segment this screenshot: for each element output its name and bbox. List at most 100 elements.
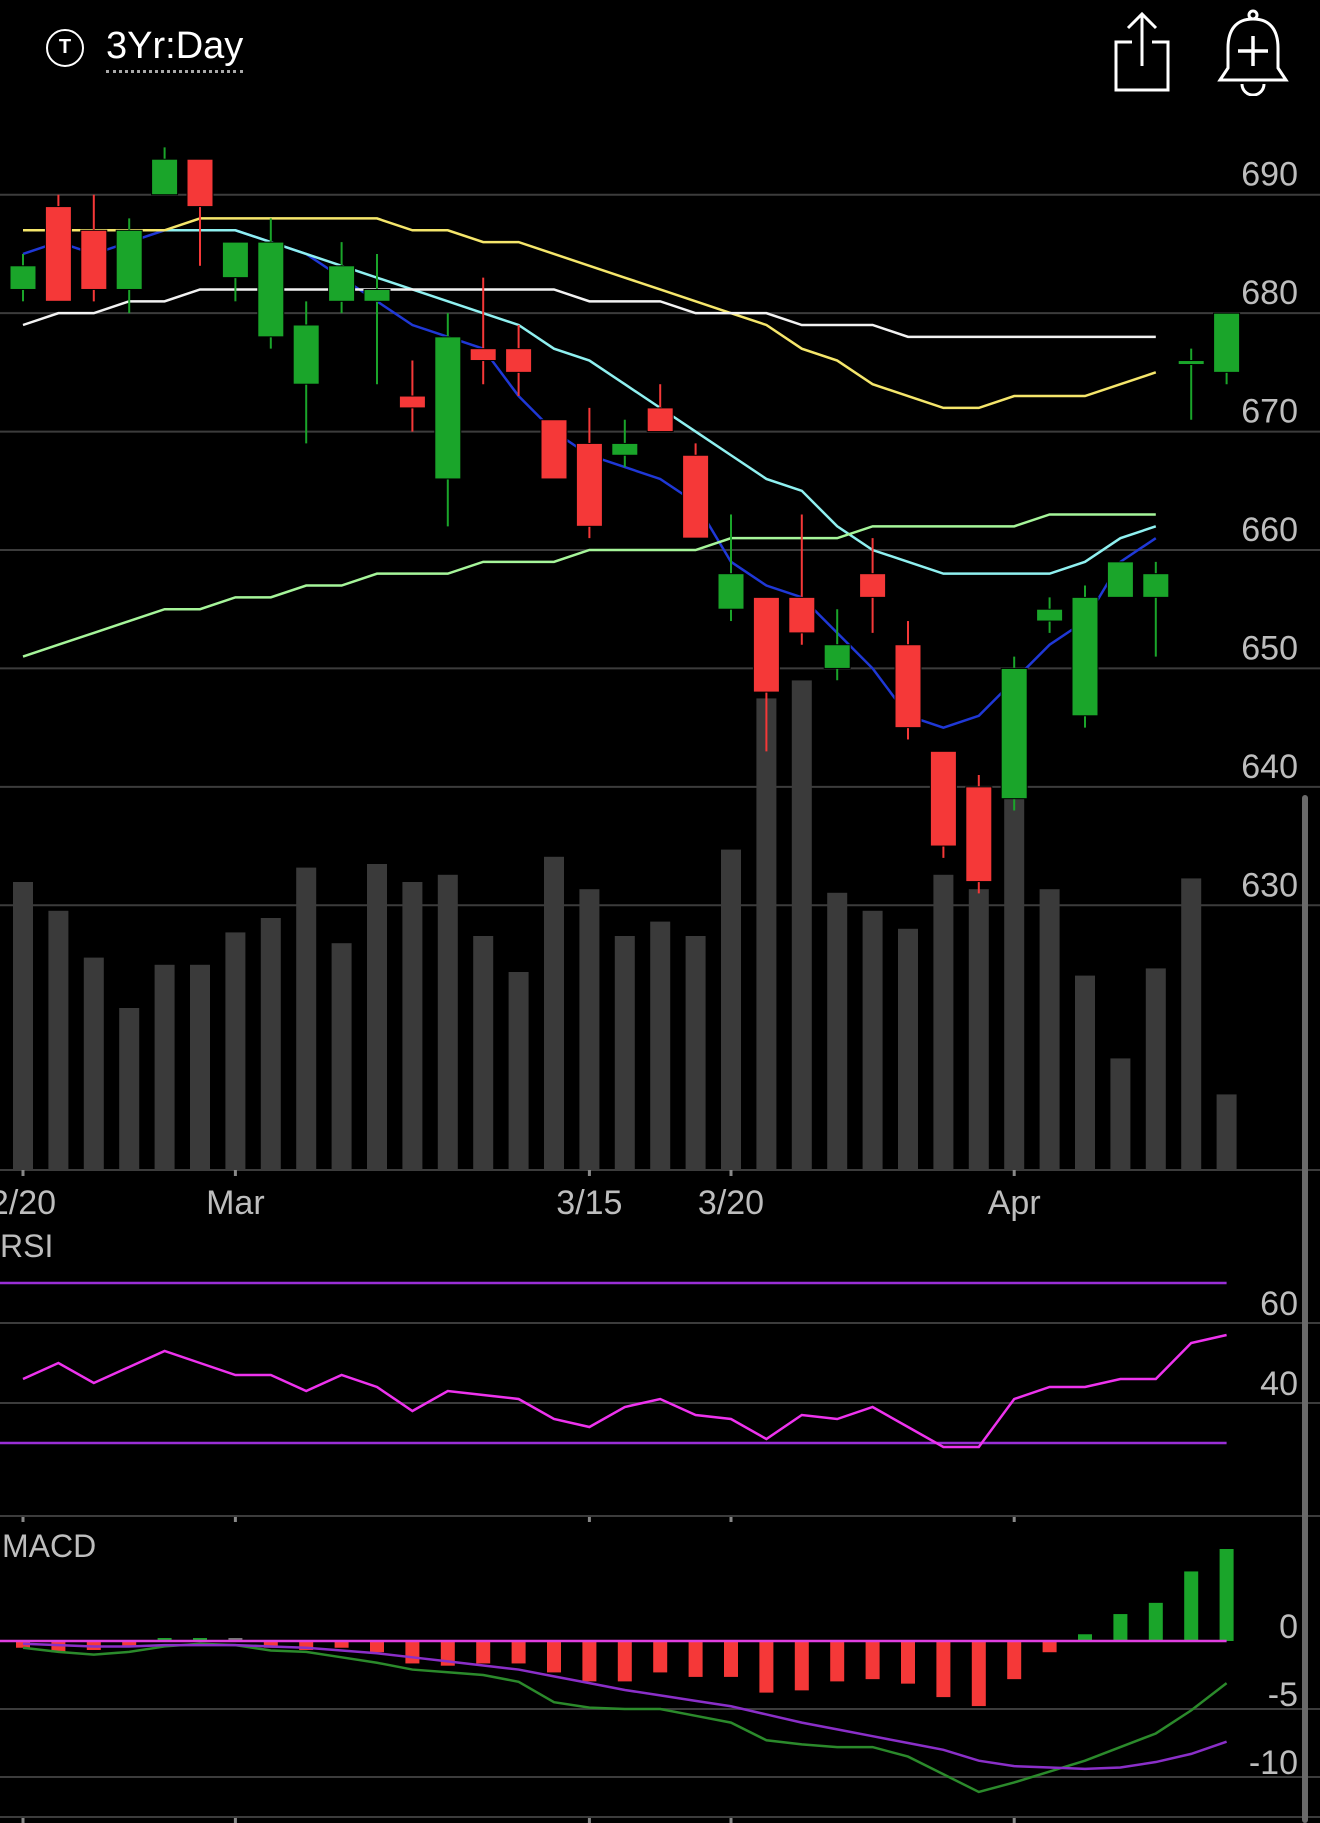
rsi-line: [22, 1333, 1227, 1449]
candle: [823, 609, 851, 681]
volume-bar: [154, 964, 175, 1170]
macd-tick-label: -5: [1268, 1676, 1298, 1714]
date-tick-label: 3/15: [556, 1184, 622, 1222]
candle: [257, 218, 285, 349]
volume-bar: [1181, 878, 1202, 1170]
candle: [1000, 656, 1028, 811]
volume-bar: [1075, 975, 1095, 1170]
chart-header: T 3Yr:Day: [0, 0, 1320, 110]
volume-bar: [898, 928, 918, 1170]
bell-plus-icon[interactable]: [1216, 8, 1290, 96]
macd-panel: MACD 0 -5 -10: [0, 1528, 1320, 1818]
macd-histogram-bar: [865, 1641, 880, 1680]
volume-bar: [933, 874, 954, 1170]
price-tick-label: 670: [1241, 393, 1298, 431]
macd-histogram-bar: [936, 1641, 951, 1698]
candle: [398, 360, 426, 432]
candle: [1106, 561, 1134, 598]
date-tick-label: Mar: [206, 1184, 265, 1222]
price-tick-label: 660: [1241, 511, 1298, 549]
volume-bars: [13, 680, 1237, 1170]
volume-bar: [685, 936, 706, 1170]
macd-histogram-bar: [617, 1641, 632, 1682]
macd-histogram-bar: [334, 1641, 349, 1648]
candle: [292, 301, 320, 444]
volume-bar: [83, 957, 104, 1170]
macd-tick-label: 0: [1279, 1608, 1298, 1646]
macd-histogram-bar: [688, 1641, 703, 1677]
candle: [575, 407, 603, 539]
macd-histogram-bar: [794, 1641, 809, 1691]
macd-histogram-bar: [405, 1641, 420, 1664]
candle: [221, 241, 249, 302]
rsi-tick-label: 40: [1260, 1365, 1298, 1403]
macd-signal-line: [22, 1642, 1228, 1771]
volume-bar: [791, 680, 812, 1170]
rsi-tick-label: 60: [1260, 1285, 1298, 1323]
candle: [646, 384, 674, 433]
moving-average-white: [22, 288, 1156, 339]
candle: [1036, 597, 1064, 633]
macd-histogram-bar: [122, 1641, 137, 1646]
period-type-icon[interactable]: T: [46, 29, 84, 67]
volume-bar: [508, 972, 529, 1170]
macd-histogram-bar: [547, 1641, 561, 1673]
macd-histogram-bar: [370, 1641, 384, 1653]
candle: [363, 253, 391, 385]
candle: [151, 147, 179, 196]
candle: [1177, 348, 1205, 420]
candle: [682, 443, 710, 539]
candle: [328, 242, 356, 314]
scroll-indicator[interactable]: [1302, 795, 1308, 1823]
macd-histogram-bar: [1078, 1634, 1092, 1641]
macd-tick-label: -10: [1249, 1744, 1298, 1782]
volume-bar: [968, 889, 989, 1170]
candle: [965, 775, 993, 894]
macd-histogram-bar: [1219, 1548, 1234, 1641]
macd-histogram-bar: [653, 1641, 668, 1673]
volume-bar: [48, 910, 69, 1170]
volume-bar: [402, 882, 423, 1170]
share-icon[interactable]: [1110, 10, 1174, 92]
volume-bar: [544, 856, 564, 1170]
macd-histogram-bar: [1042, 1641, 1057, 1653]
macd-histogram-bar: [476, 1641, 491, 1664]
candle: [434, 313, 462, 527]
macd-histogram-bar: [724, 1641, 738, 1677]
period-selector[interactable]: 3Yr:Day: [106, 24, 244, 73]
candle: [859, 538, 887, 633]
volume-bar: [1004, 730, 1025, 1170]
volume-bar: [367, 864, 387, 1170]
date-axis: 2/20 Mar 3/15 3/20 Apr: [0, 1170, 1041, 1823]
macd-histogram-bar: [511, 1641, 526, 1664]
candle: [505, 325, 533, 397]
volume-bar: [119, 1008, 140, 1170]
volume-bar: [827, 892, 848, 1170]
candle: [929, 750, 957, 858]
candle: [752, 596, 780, 752]
volume-bar: [473, 936, 494, 1170]
volume-bar: [614, 936, 635, 1170]
volume-bar: [437, 874, 458, 1170]
candle: [9, 253, 37, 302]
macd-histogram-bar: [228, 1638, 243, 1641]
volume-bar: [579, 889, 600, 1170]
macd-histogram-bar: [1148, 1602, 1163, 1641]
volume-bar: [13, 882, 33, 1170]
candle: [1213, 312, 1241, 385]
date-tick-label: 2/20: [0, 1184, 56, 1222]
volume-bar: [190, 964, 210, 1170]
volume-bar: [1216, 1094, 1237, 1170]
candle: [1071, 585, 1099, 728]
price-tick-label: 690: [1241, 156, 1298, 194]
candle: [115, 218, 143, 314]
candle: [1142, 561, 1170, 657]
macd-histogram-bar: [51, 1641, 66, 1653]
volume-bar: [296, 867, 317, 1170]
volume-bar: [862, 910, 883, 1170]
candle: [788, 514, 816, 645]
candlesticks: [9, 147, 1241, 894]
macd-histogram-bar: [1007, 1641, 1022, 1680]
moving-average-mid: [23, 229, 1157, 575]
